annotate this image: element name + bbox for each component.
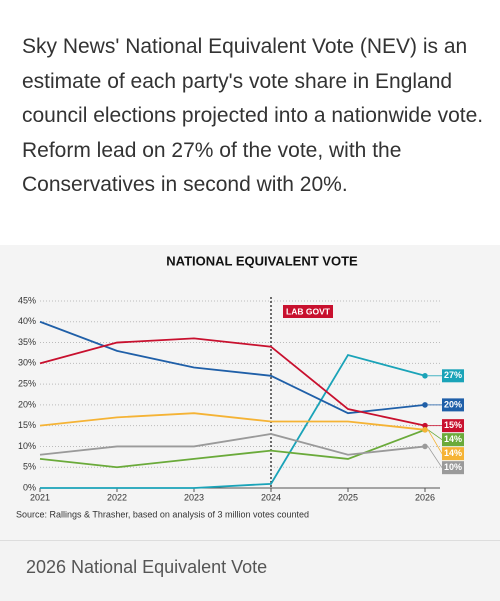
annotation-label: LAB GOVT xyxy=(286,306,331,316)
y-tick-label: 20% xyxy=(18,399,36,409)
series-line xyxy=(39,433,426,456)
intro-text: Sky News' National Equivalent Vote (NEV)… xyxy=(22,35,484,196)
y-tick-label: 25% xyxy=(18,378,36,388)
annotation-box xyxy=(283,305,333,318)
value-label-box xyxy=(442,447,464,461)
chart: NATIONAL EQUIVALENT VOTE Source: Ralling… xyxy=(0,245,500,540)
series-line xyxy=(39,337,426,427)
end-point xyxy=(422,443,428,450)
label-connector xyxy=(427,446,443,468)
series-line xyxy=(40,353,426,489)
end-point xyxy=(422,402,428,408)
value-label: 14% xyxy=(444,434,462,444)
y-tick-label: 15% xyxy=(18,420,36,430)
y-tick-label: 5% xyxy=(23,462,36,472)
y-tick-label: 0% xyxy=(23,482,36,492)
label-connector xyxy=(427,429,443,440)
y-tick-label: 40% xyxy=(18,316,36,326)
value-label: 15% xyxy=(444,420,462,430)
source: Source: Rallings & Thrasher, based on an… xyxy=(16,509,309,519)
value-label-box xyxy=(442,433,464,447)
y-tick-label: 30% xyxy=(18,358,36,368)
chart-title: NATIONAL EQUIVALENT VOTE xyxy=(166,253,358,268)
y-tick-label: 45% xyxy=(18,295,36,305)
x-tick-label: 2021 xyxy=(30,492,50,502)
y-tick-label: 35% xyxy=(18,337,36,347)
end-point xyxy=(422,422,428,429)
label-connector xyxy=(427,429,443,454)
y-tick-label: 10% xyxy=(18,441,36,451)
x-tick-label: 2026 xyxy=(415,492,435,502)
value-label: 27% xyxy=(444,370,462,380)
value-label-box xyxy=(442,419,464,433)
series-line xyxy=(39,412,426,431)
value-label: 10% xyxy=(444,462,462,472)
caption-bar: 2026 National Equivalent Vote xyxy=(0,540,500,601)
value-label-box xyxy=(442,398,464,412)
x-tick-label: 2025 xyxy=(338,492,358,502)
value-label: 20% xyxy=(444,399,462,409)
x-tick-label: 2024 xyxy=(261,492,281,502)
x-tick-label: 2022 xyxy=(107,492,127,502)
caption: 2026 National Equivalent Vote xyxy=(26,557,268,577)
end-point xyxy=(422,373,428,379)
end-point xyxy=(422,427,428,433)
x-tick-label: 2023 xyxy=(184,492,204,502)
value-label-box xyxy=(442,369,464,383)
chart-background xyxy=(0,245,500,540)
value-label-box xyxy=(442,461,464,475)
value-label: 14% xyxy=(444,448,462,458)
